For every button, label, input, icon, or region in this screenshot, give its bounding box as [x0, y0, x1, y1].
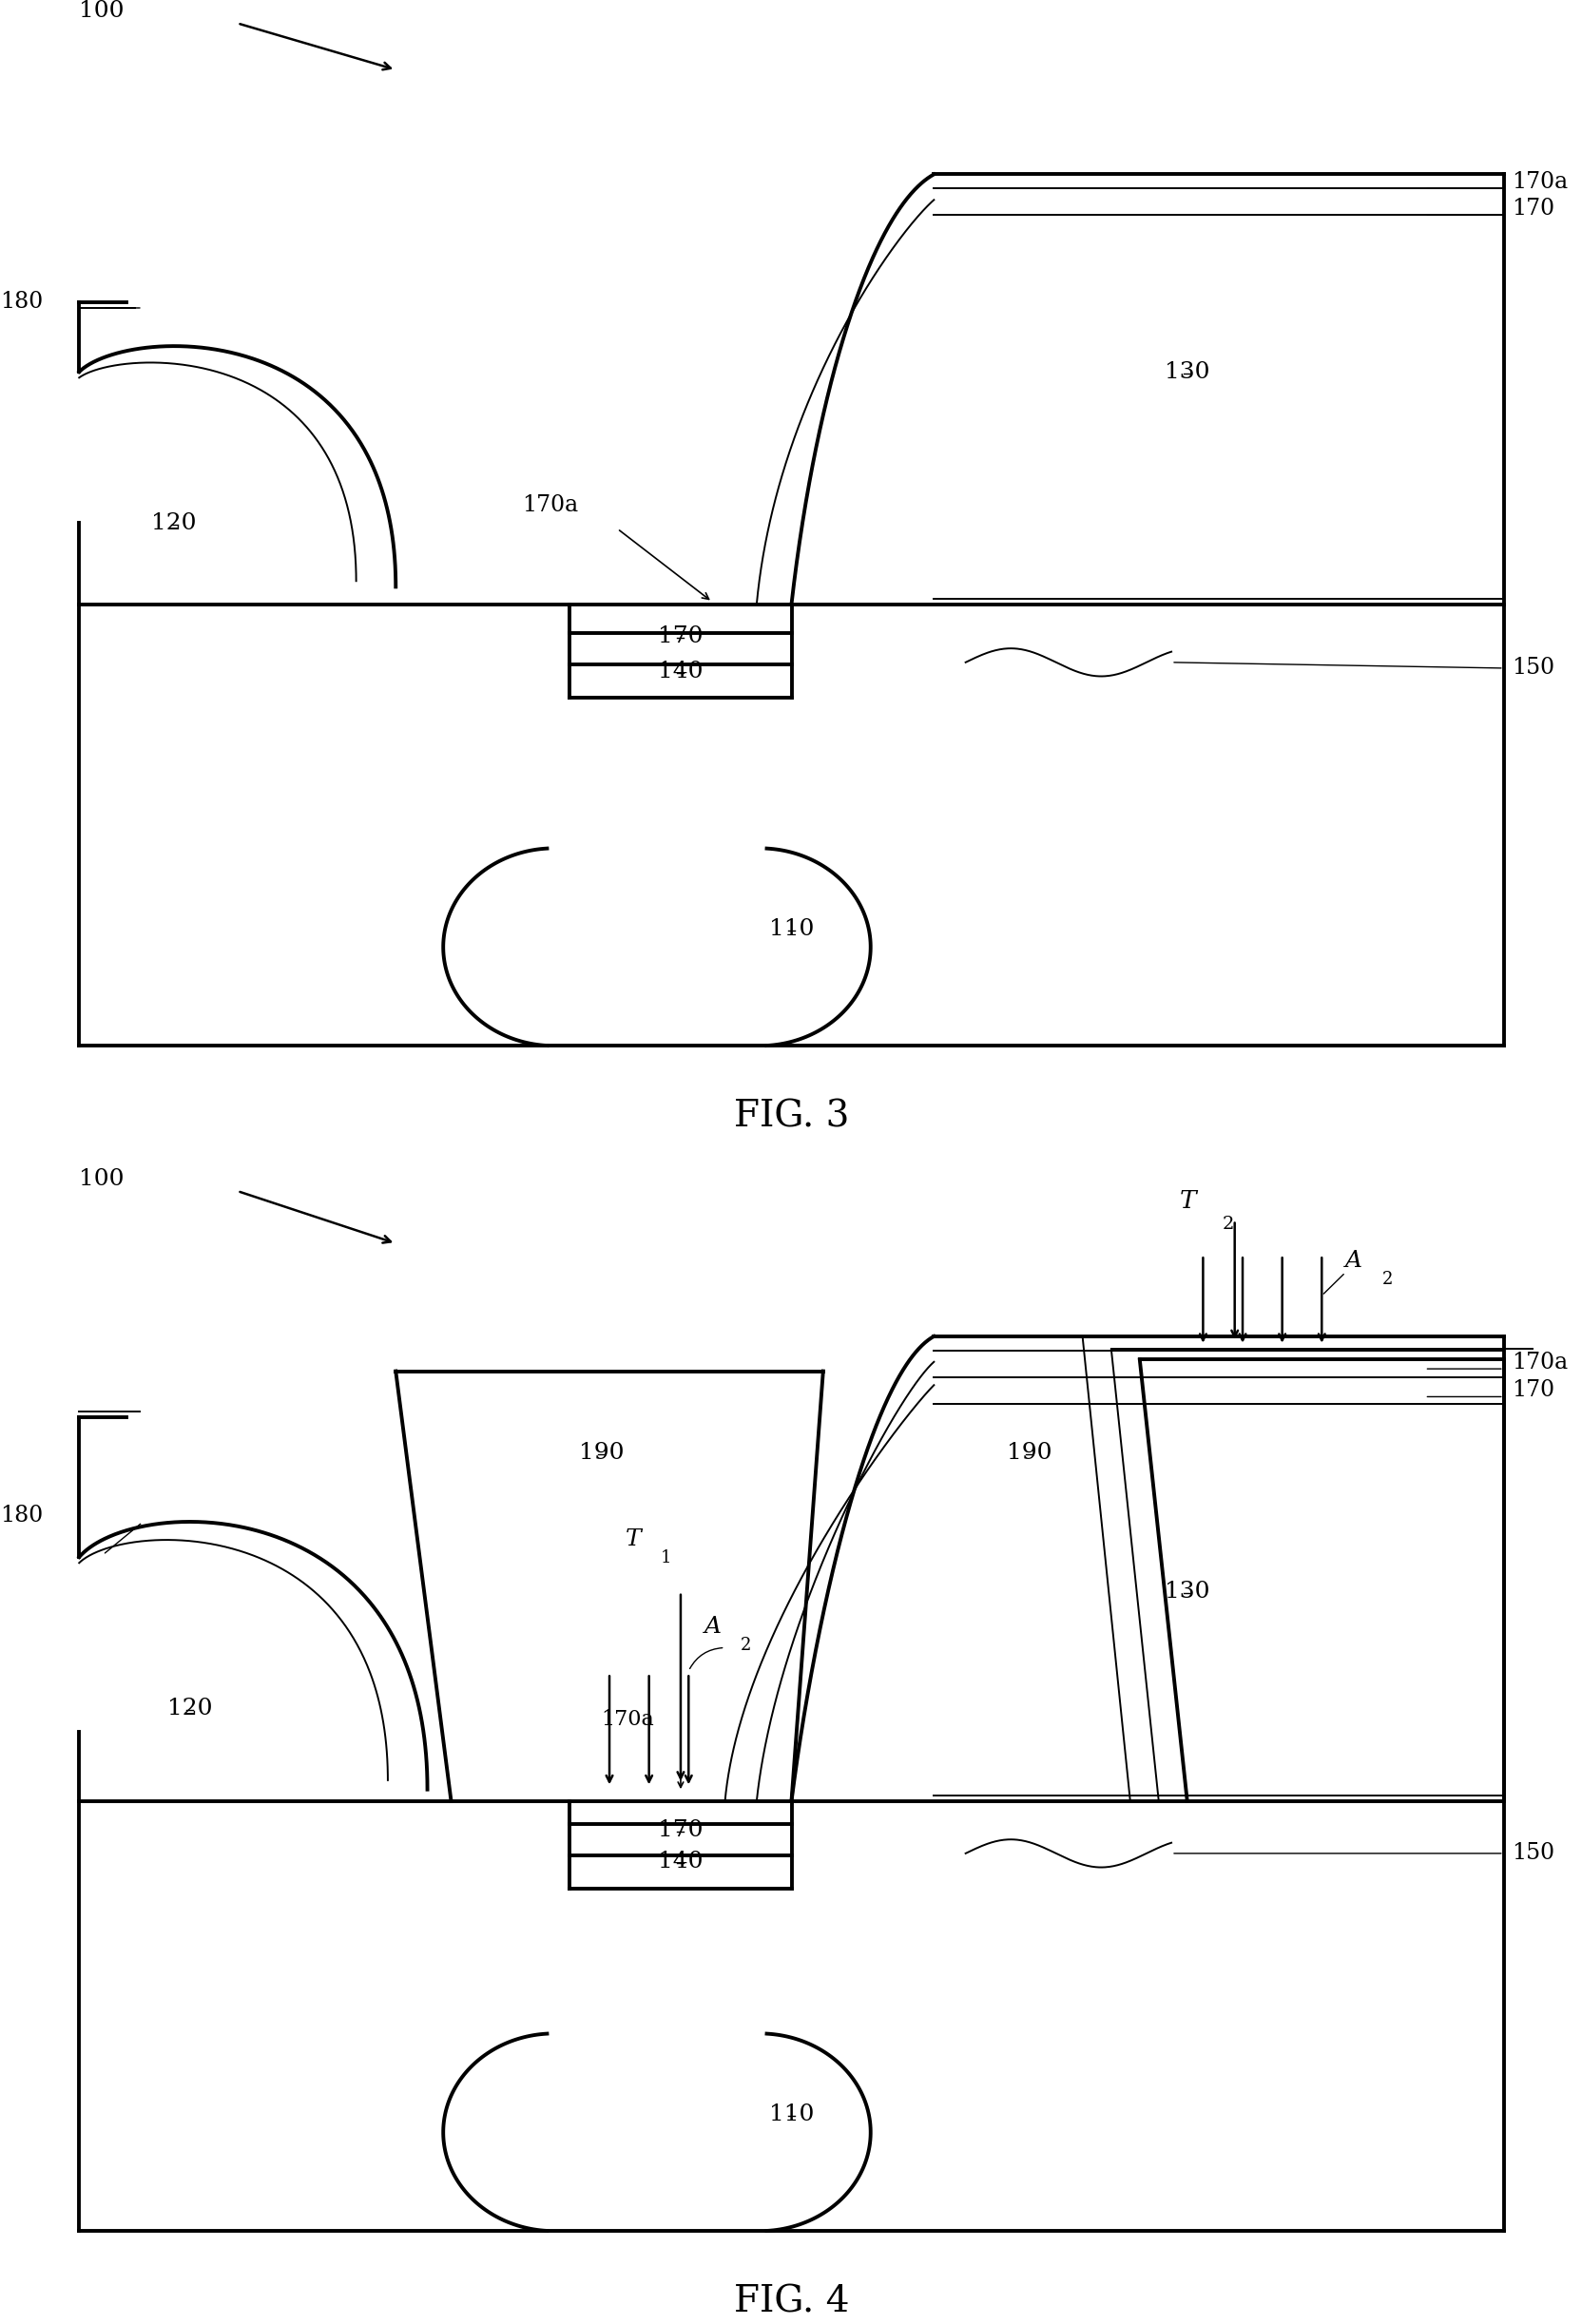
Text: 170a: 170a [1511, 1353, 1568, 1373]
Text: 110: 110 [769, 918, 813, 941]
Text: 190: 190 [579, 1441, 623, 1464]
Text: 140: 140 [658, 1850, 702, 1873]
Text: 180: 180 [0, 290, 43, 314]
Text: 170a: 170a [601, 1710, 653, 1731]
Text: T: T [625, 1529, 641, 1550]
Text: 140: 140 [658, 660, 702, 683]
Text: 2: 2 [1221, 1215, 1232, 1234]
Text: 130: 130 [1164, 1580, 1209, 1604]
Text: 110: 110 [769, 2103, 813, 2126]
Text: 170: 170 [1511, 198, 1554, 221]
Text: 190: 190 [1006, 1441, 1050, 1464]
Text: FIG. 4: FIG. 4 [734, 2284, 848, 2319]
Text: 2: 2 [740, 1636, 751, 1655]
Text: 100: 100 [79, 0, 125, 23]
Text: FIG. 3: FIG. 3 [734, 1099, 848, 1134]
Text: 1: 1 [660, 1550, 671, 1566]
Text: 2: 2 [1381, 1271, 1392, 1287]
Text: 170: 170 [658, 625, 702, 648]
Text: 180: 180 [0, 1506, 43, 1527]
Text: 120: 120 [152, 511, 196, 535]
Text: 170a: 170a [1511, 172, 1568, 193]
Text: 150: 150 [1511, 658, 1554, 679]
Text: T: T [1179, 1190, 1196, 1213]
Text: 170a: 170a [522, 495, 579, 516]
Text: 120: 120 [168, 1697, 212, 1720]
Text: A: A [1345, 1250, 1362, 1271]
Text: 130: 130 [1164, 360, 1209, 383]
Text: 100: 100 [79, 1169, 125, 1190]
Text: 170: 170 [658, 1820, 702, 1841]
Text: A: A [704, 1615, 721, 1638]
Text: 150: 150 [1511, 1843, 1554, 1864]
Text: 170: 170 [1511, 1380, 1554, 1401]
